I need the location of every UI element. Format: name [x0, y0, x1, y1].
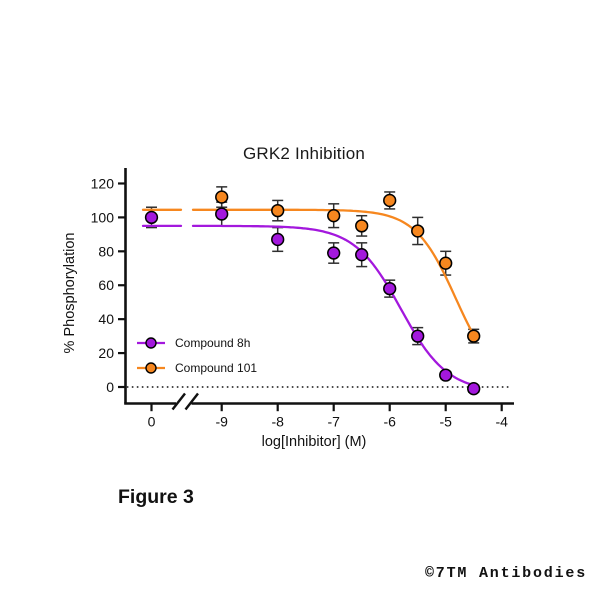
data-point-compound-101 [467, 329, 481, 343]
legend: Compound 8h Compound 101 [136, 334, 257, 376]
data-point-compound-8h [383, 281, 397, 296]
legend-marker-compound-101-icon [137, 361, 165, 374]
y-tick-label: 0 [106, 379, 114, 395]
legend-label-compound-101: Compound 101 [175, 360, 258, 375]
x-tick-label: -9 [215, 414, 228, 430]
x-tick-label: 0 [148, 414, 156, 430]
legend-item-compound-8h: Compound 8h [136, 334, 257, 351]
y-tick-label: 80 [98, 243, 114, 259]
data-point-compound-101 [355, 219, 369, 233]
x-axis-title: log[Inhibitor] (M) [261, 434, 367, 450]
axis-break-mark [184, 392, 199, 411]
data-point-compound-101 [327, 209, 341, 223]
x-tick-label: -8 [271, 414, 284, 430]
y-tick-label: 40 [98, 311, 114, 327]
data-point-compound-8h [467, 382, 481, 396]
axis-break-mark [171, 392, 186, 411]
data-point-compound-8h [327, 246, 341, 260]
data-point-compound-8h [271, 232, 285, 247]
legend-label-compound-8h: Compound 8h [175, 335, 251, 350]
fit-curve-compound-8h [141, 224, 475, 387]
chart-title: GRK2 Inhibition [242, 144, 366, 163]
x-tick-label: -4 [495, 414, 508, 430]
data-point-compound-101 [439, 256, 453, 270]
x-tick-label: -6 [383, 414, 396, 430]
y-axis-title-text: % Phosphorylation [62, 232, 78, 354]
y-tick-label: 100 [91, 209, 115, 225]
data-point-compound-8h [411, 329, 425, 343]
y-tick-label: 60 [98, 277, 114, 293]
data-point-compound-8h [144, 210, 159, 225]
data-point-compound-101 [411, 224, 425, 238]
y-tick-label: 20 [98, 345, 114, 361]
data-point-compound-8h [439, 368, 453, 382]
figure-label: Figure 3 [118, 486, 194, 508]
x-tick-label: -7 [327, 414, 340, 430]
legend-marker-compound-8h-icon [137, 336, 165, 349]
legend-item-compound-101: Compound 101 [136, 359, 257, 376]
data-point-compound-101 [383, 193, 397, 208]
x-tick-label: -5 [439, 414, 452, 430]
data-point-compound-101 [271, 203, 285, 218]
data-point-compound-8h [355, 248, 369, 262]
y-tick-label: 120 [91, 175, 115, 191]
data-point-compound-101 [215, 190, 229, 204]
data-point-compound-8h [215, 207, 229, 221]
watermark: ©7TM Antibodies [424, 565, 587, 582]
